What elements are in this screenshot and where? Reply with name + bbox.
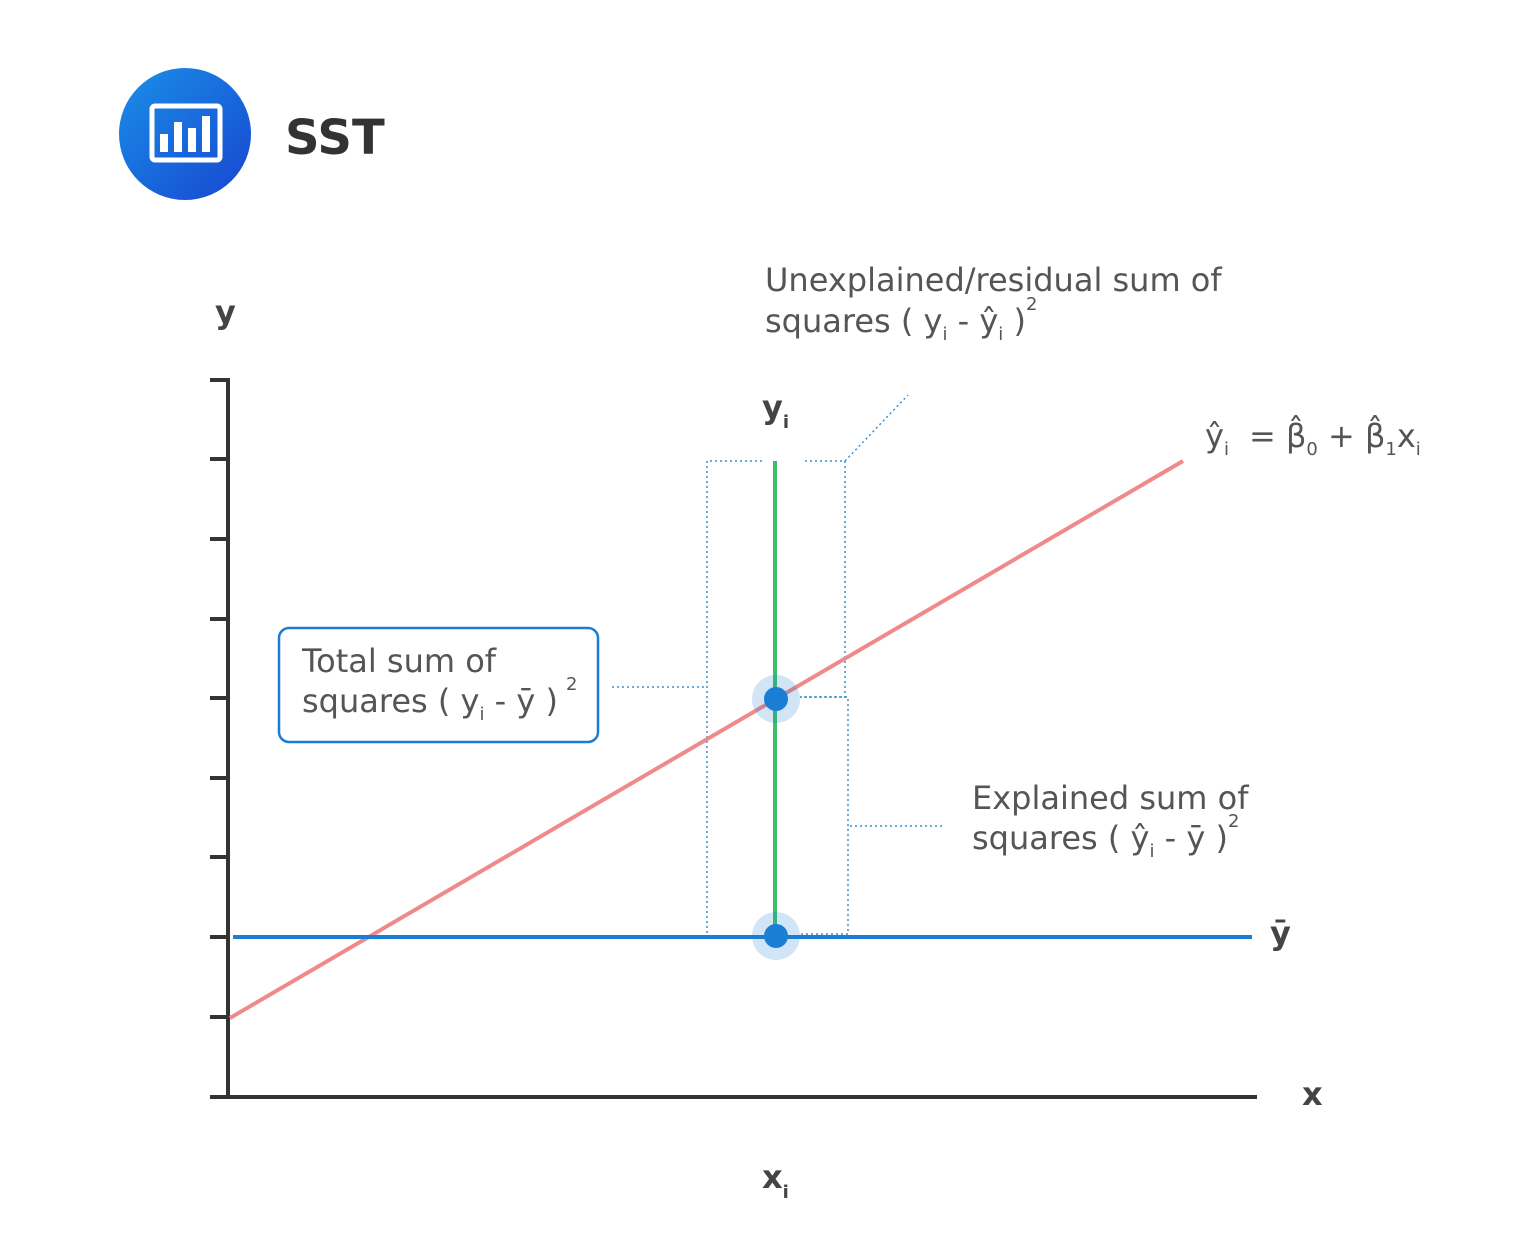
text-part: 2 (1228, 811, 1239, 832)
text-part: - ȳ ) (1154, 819, 1227, 857)
text-part: i (783, 412, 789, 433)
yi-label: yi (762, 388, 789, 433)
y-axis-label: y (215, 293, 236, 331)
icon (119, 68, 251, 200)
text-part: y (762, 388, 783, 426)
text-part: x (1397, 417, 1416, 455)
explained-line1: Explained sum of (972, 779, 1249, 817)
text-part: + β̂ (1318, 415, 1386, 455)
text-part: 2 (566, 674, 577, 695)
explained-line2: squares ( ŷi - ȳ )2 (972, 811, 1239, 862)
text-part: squares ( ŷ (972, 819, 1149, 857)
total-line2: squares ( yi - ȳ ) 2 (302, 674, 577, 725)
text-part: i (942, 324, 947, 345)
point (764, 924, 788, 948)
ybar-label: ȳ (1270, 914, 1291, 952)
text-part: squares ( y (765, 302, 942, 340)
title: SST (285, 110, 385, 166)
text-part: 0 (1306, 439, 1317, 460)
regression-label: ŷi = β̂0 + β̂1xi (1205, 415, 1421, 460)
point (764, 687, 788, 711)
text-part: ŷ (1205, 417, 1224, 455)
text-part: = β̂ (1249, 415, 1306, 455)
regression-line (228, 459, 1185, 1020)
text-part: i (783, 1182, 789, 1203)
text-part: squares ( y (302, 682, 479, 720)
text-part: i (998, 324, 1003, 345)
residual-line1: Unexplained/residual sum of (765, 261, 1222, 299)
text-part: 2 (1026, 294, 1037, 315)
text-part: i (1416, 439, 1421, 460)
text-part: i (1224, 439, 1229, 460)
xi-label: xi (762, 1158, 789, 1203)
text-part: - ŷ (947, 302, 998, 340)
text-part: x (762, 1158, 783, 1196)
total-box (277, 626, 600, 744)
brackets (612, 394, 945, 938)
text-part: - ȳ ) (484, 682, 557, 720)
x-axis-label: x (1302, 1075, 1323, 1113)
residual-line2: squares ( yi - ŷi )2 (765, 294, 1037, 345)
text-part: i (1149, 841, 1154, 862)
axes (210, 378, 1257, 1099)
text-part: i (479, 704, 484, 725)
text-part: ) (1003, 302, 1026, 340)
text-part: 1 (1385, 439, 1396, 460)
total-line1: Total sum of (301, 642, 497, 680)
